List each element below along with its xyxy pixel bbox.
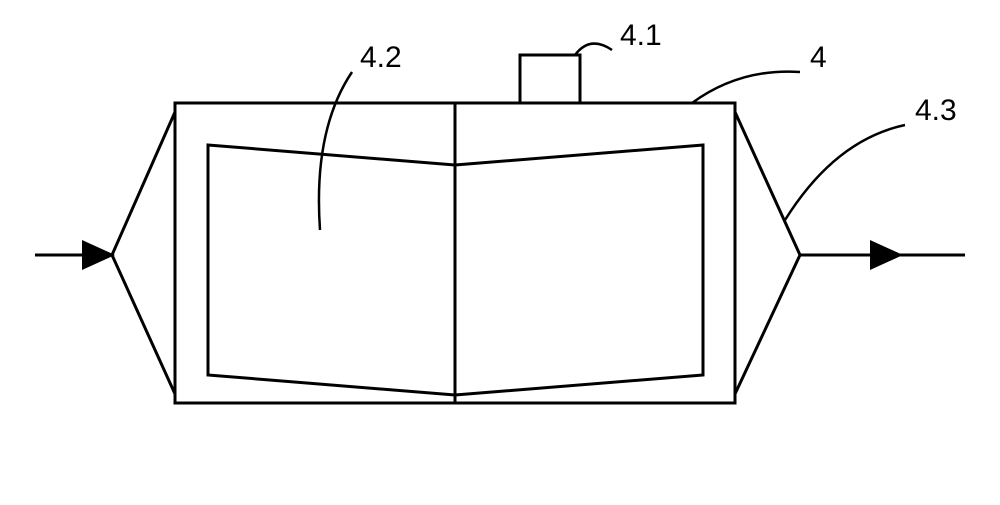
labels-group: 4.1 4.2 4 4.3 bbox=[360, 19, 957, 127]
label-inner-left: 4.2 bbox=[360, 41, 402, 74]
label-housing: 4 bbox=[810, 41, 827, 74]
shapes-group bbox=[112, 55, 800, 403]
diagram-canvas: 4.1 4.2 4 4.3 bbox=[0, 0, 1000, 505]
label-right-cap: 4.3 bbox=[915, 94, 957, 127]
label-top-tab: 4.1 bbox=[620, 19, 662, 52]
